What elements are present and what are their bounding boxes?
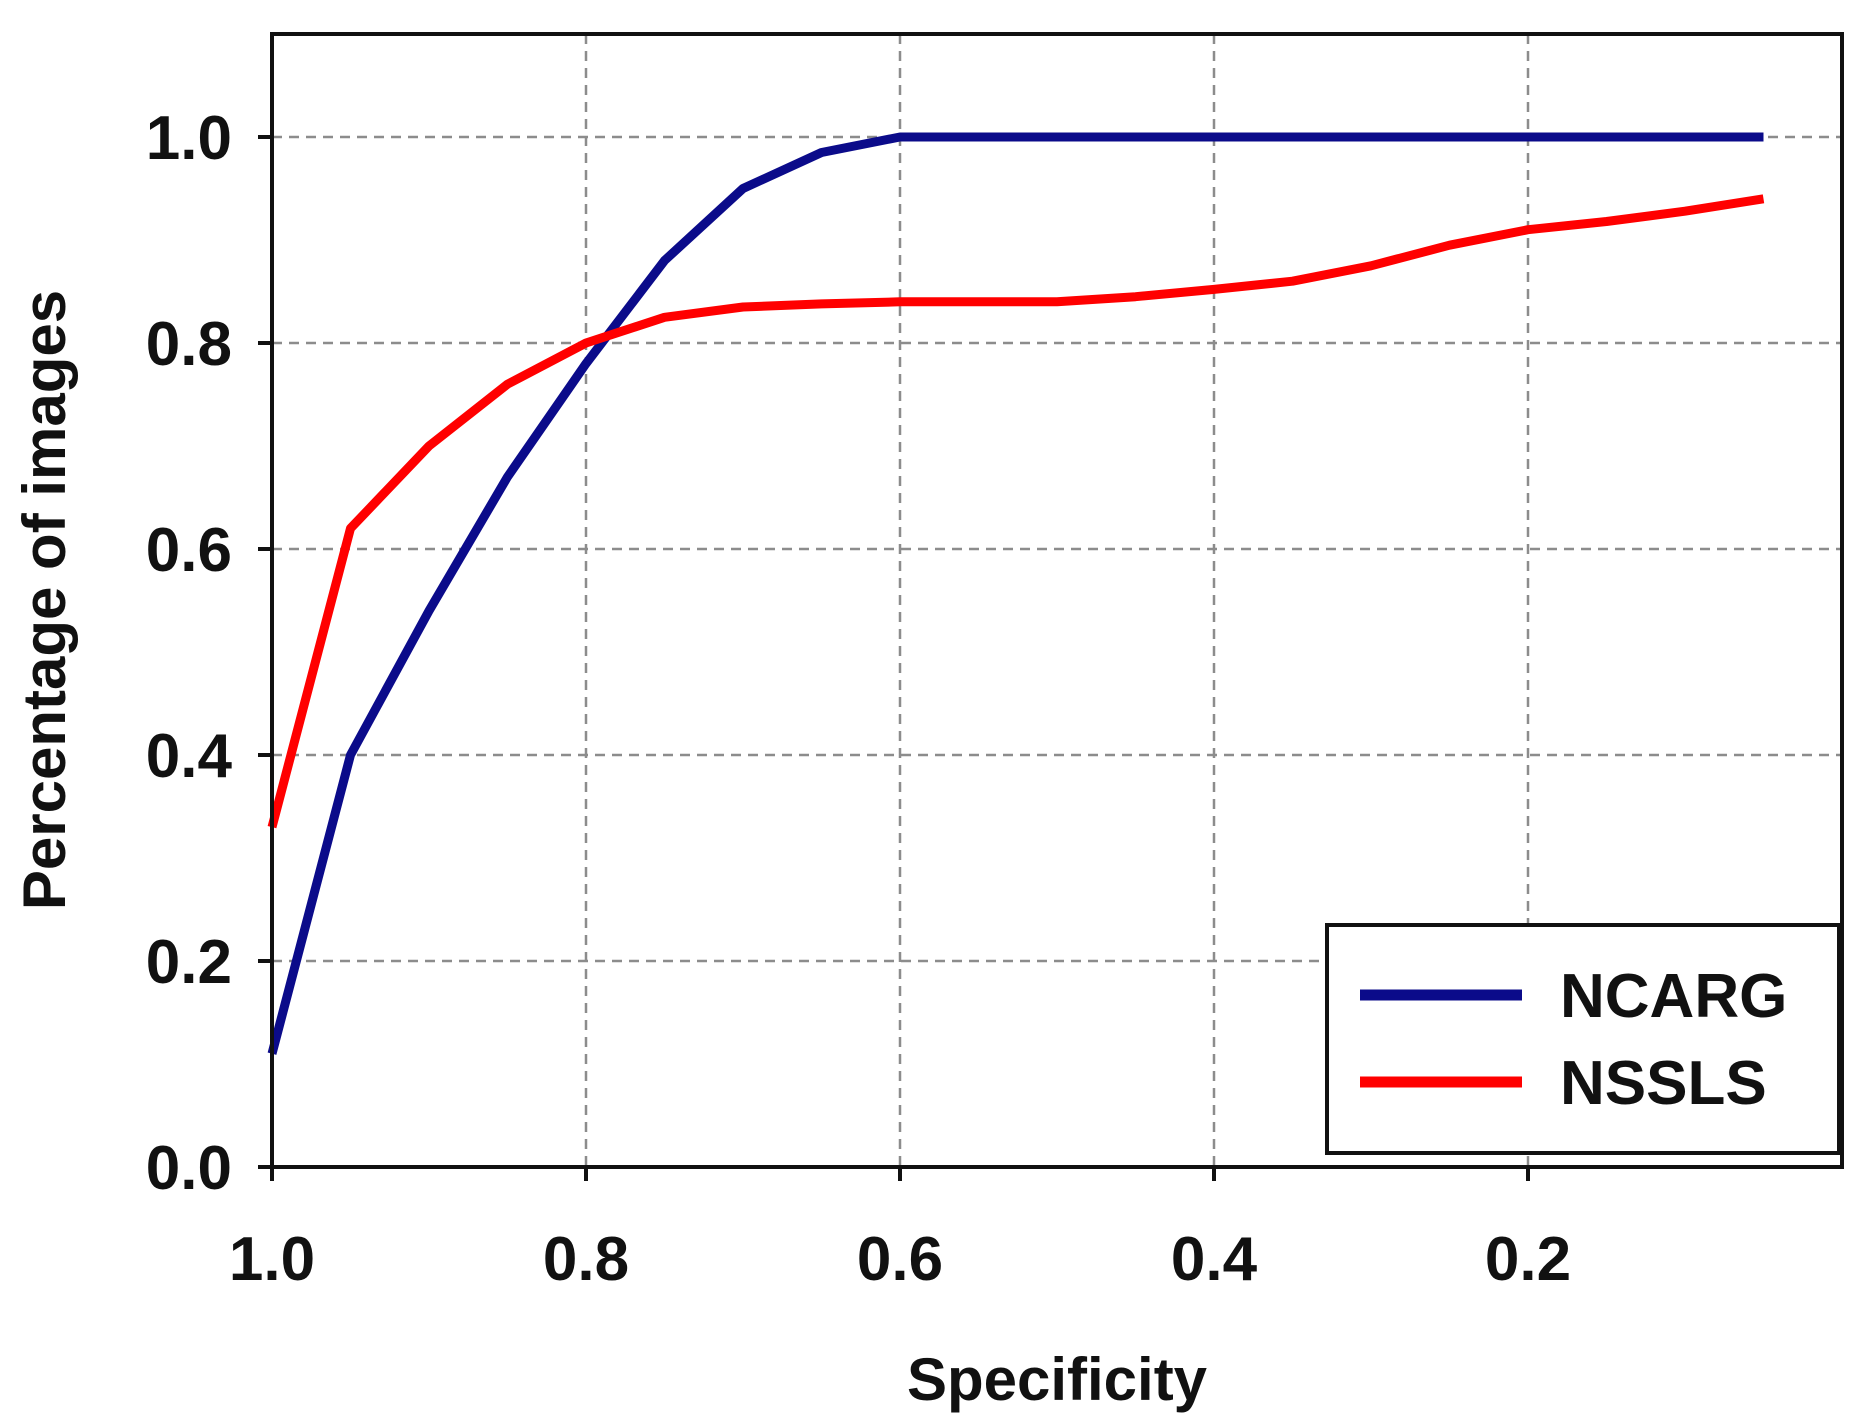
- series-lines: [267, 132, 1765, 1055]
- series-line-ncarg: [267, 132, 1764, 1055]
- legend: NCARG NSSLS: [1325, 923, 1841, 1155]
- y-tick-label: 0.4: [146, 722, 233, 791]
- y-tick-label: 0.6: [146, 516, 232, 585]
- y-tick-label: 1.0: [146, 104, 232, 173]
- x-tick-label: 0.6: [857, 1225, 943, 1294]
- x-axis-label: Specificity: [907, 1346, 1208, 1413]
- x-tick-label: 1.0: [229, 1225, 315, 1294]
- legend-box: [1325, 923, 1841, 1155]
- x-tick-label: 0.8: [543, 1225, 629, 1294]
- y-axis-label: Percentage of images: [11, 290, 78, 910]
- x-tick-label: 0.4: [1171, 1225, 1258, 1294]
- series-line-nssls: [267, 194, 1765, 829]
- y-tick-label: 0.2: [146, 928, 232, 997]
- ticks: 1.0 0.8 0.6 0.4 0.2 0.0 0.2 0.4 0.6 0.8 1.0: [146, 104, 1571, 1294]
- legend-label-nssls: NSSLS: [1560, 1049, 1767, 1118]
- legend-label-ncarg: NCARG: [1560, 962, 1787, 1031]
- y-tick-label: 0.0: [146, 1134, 232, 1203]
- y-tick-label: 0.8: [146, 310, 232, 379]
- x-tick-label: 0.2: [1485, 1225, 1571, 1294]
- plot-frame: [270, 32, 1844, 1169]
